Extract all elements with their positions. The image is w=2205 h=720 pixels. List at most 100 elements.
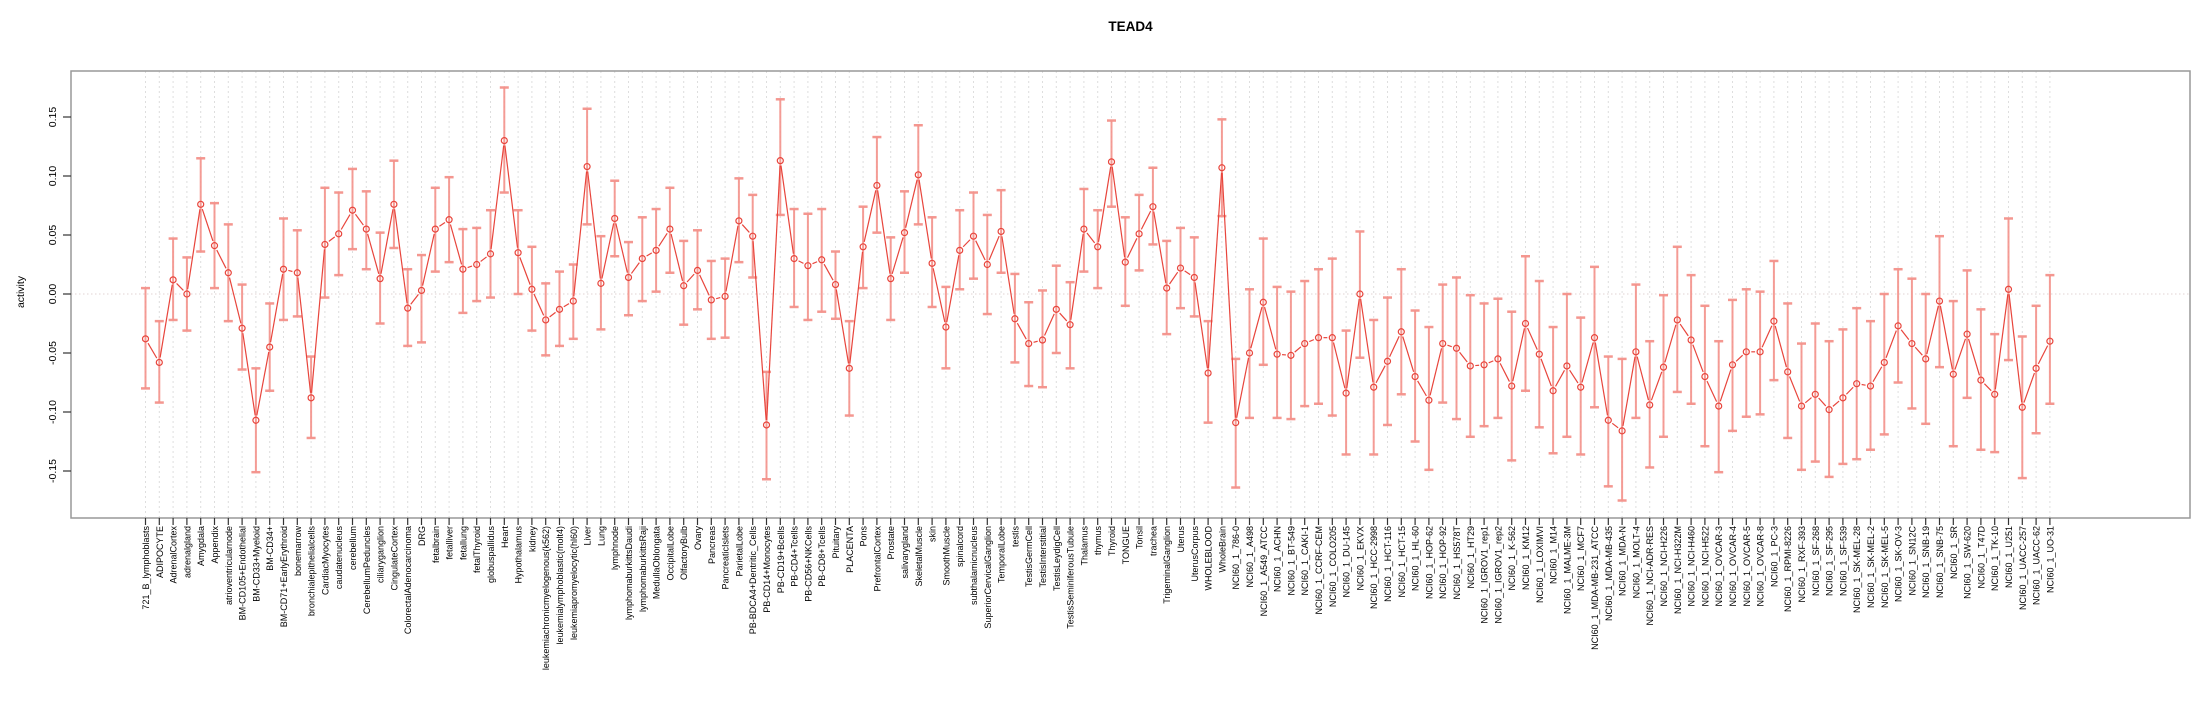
x-tick-label: PLACENTA — [845, 526, 855, 573]
x-tick-label: Lung — [596, 526, 606, 546]
data-point — [749, 232, 757, 240]
data-point — [1466, 362, 1474, 370]
series-line-segment — [699, 274, 710, 296]
series-line-segment — [918, 179, 932, 259]
x-tick-label: NCI60_1_SNB-75 — [1935, 526, 1945, 598]
x-tick-label: NCI60_1_PC-3 — [1769, 526, 1779, 587]
series-line-segment — [1611, 422, 1619, 429]
data-point — [404, 304, 412, 312]
x-tick-label: NCI60_1_EKVX — [1355, 526, 1365, 591]
data-point — [818, 256, 826, 264]
data-point — [1784, 368, 1792, 376]
series-line-segment — [1650, 371, 1663, 401]
series-line-segment — [187, 209, 201, 290]
data-point — [307, 394, 315, 402]
x-tick-label: Uterus — [1176, 526, 1186, 553]
data-point — [1811, 390, 1819, 398]
data-point — [887, 275, 895, 283]
x-tick-label: NCI60_1_SF-268 — [1811, 526, 1821, 596]
series-line-segment — [1914, 346, 1923, 356]
x-tick-label: NCI60_1_HOP-62 — [1424, 526, 1434, 599]
x-tick-label: NCI60_1_MDA-MB-231_ATCC — [1590, 526, 1600, 650]
data-point — [376, 275, 384, 283]
series-line-segment — [1761, 325, 1773, 348]
x-tick-label: NCI60_1_RXF-393 — [1797, 526, 1807, 603]
x-tick-label: Appendix — [210, 526, 220, 564]
data-point — [335, 230, 343, 238]
series-line-segment — [715, 297, 721, 300]
x-tick-label: lymphomaburkittsRaji — [638, 526, 648, 612]
x-tick-label: bonemarrow — [293, 526, 303, 577]
x-tick-label: lymphnode — [610, 526, 620, 570]
series-line-segment — [670, 233, 684, 282]
data-point — [1232, 419, 1240, 427]
series-line-segment — [1555, 370, 1565, 387]
series-line-segment — [1033, 340, 1038, 343]
data-point — [238, 324, 246, 332]
series-line-segment — [2008, 294, 2023, 403]
data-point — [528, 285, 536, 293]
x-tick-label: NCI60_1_SK-MEL-5 — [1880, 526, 1890, 608]
data-point — [1646, 401, 1654, 409]
chart-title: TEAD4 — [1108, 19, 1153, 34]
series-line-segment — [1540, 358, 1552, 387]
series-line-segment — [962, 239, 971, 248]
x-tick-label: TestisGermCell — [1024, 526, 1034, 587]
x-tick-label: AdrenalCortex — [169, 526, 179, 584]
data-point — [873, 181, 881, 190]
x-tick-label: TestisLeydigCell — [1052, 526, 1062, 591]
x-tick-label: fetalbrain — [431, 526, 441, 563]
x-tick-label: NCI60_1_UACC-62 — [2032, 526, 2042, 605]
series-line-segment — [1939, 305, 1953, 370]
data-point — [735, 217, 743, 225]
data-point — [1149, 203, 1157, 211]
data-point — [1618, 427, 1626, 435]
series-line-segment — [1264, 306, 1277, 350]
series-line-segment — [1153, 211, 1167, 284]
x-tick-label: globuspallidus — [486, 526, 496, 584]
data-point — [1949, 370, 1957, 378]
series-line-segment — [573, 171, 588, 297]
series-line-segment — [658, 232, 668, 247]
data-point — [1687, 336, 1695, 344]
x-tick-label: thymus — [1093, 526, 1103, 556]
x-tick-label: NCI60_1_MALME-3M — [1562, 526, 1572, 614]
data-point — [1853, 380, 1861, 388]
data-point — [417, 286, 426, 295]
data-point — [693, 266, 702, 274]
series-line-segment — [1818, 397, 1827, 407]
x-tick-label: adrenalgland — [182, 526, 192, 578]
series-line-segment — [646, 252, 653, 257]
data-point — [1521, 319, 1530, 328]
data-point — [1025, 339, 1033, 348]
series-line-segment — [1706, 380, 1718, 402]
series-line-segment — [256, 351, 270, 416]
data-point — [1163, 284, 1171, 292]
x-tick-label: BM-CD33+Myeloid — [251, 526, 261, 602]
series-line-segment — [1184, 270, 1191, 276]
series-line-segment — [1429, 348, 1443, 396]
x-tick-label: MedullaOblongata — [652, 526, 662, 599]
y-tick-label: -0.15 — [47, 459, 59, 483]
data-point — [1908, 339, 1916, 348]
data-point — [1673, 316, 1681, 324]
data-point — [1425, 396, 1433, 404]
data-point — [928, 259, 936, 267]
x-tick-label: skin — [928, 526, 938, 542]
data-point — [542, 316, 550, 324]
series-line-segment — [975, 240, 986, 261]
x-tick-label: Hypothalamus — [514, 526, 524, 584]
x-tick-label: NCI60_1_NCI-H322M — [1673, 526, 1683, 614]
x-tick-label: NCI60_1_NCI-H522 — [1700, 526, 1710, 607]
x-tick-label: spinalcord — [955, 526, 965, 567]
x-tick-label: fetalThyroid — [472, 526, 482, 573]
data-point — [983, 260, 991, 269]
data-point — [1963, 330, 1971, 338]
x-tick-label: Thyroid — [1107, 526, 1117, 556]
series-line-segment — [1861, 383, 1866, 386]
data-point — [845, 364, 853, 372]
x-tick-label: NCI60_1_KM12 — [1521, 526, 1531, 590]
data-point — [1245, 349, 1254, 357]
data-point — [2046, 337, 2054, 345]
data-point — [2018, 403, 2026, 411]
